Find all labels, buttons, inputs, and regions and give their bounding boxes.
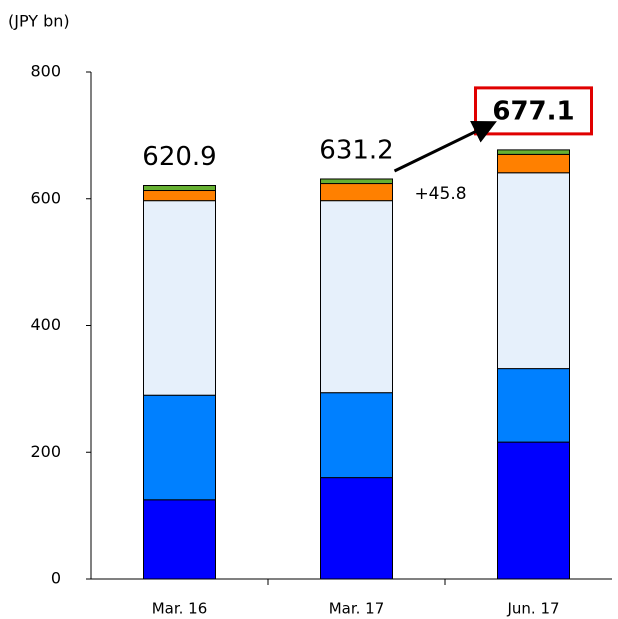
y-tick-label: 800 [30, 62, 61, 81]
x-tick-label: Mar. 17 [329, 600, 385, 618]
change-arrow [393, 120, 497, 173]
bar-segment [497, 149, 570, 155]
bar-segment [320, 392, 393, 479]
total-label: 677.1 [492, 96, 574, 126]
total-label: 620.9 [142, 142, 216, 172]
x-tick-label: Jun. 17 [506, 600, 559, 618]
bar-segment [143, 190, 216, 202]
bar-segment [143, 200, 216, 396]
bar-segment [143, 499, 216, 580]
bar-segment [143, 394, 216, 501]
bar-segment [497, 368, 570, 443]
bar-segment [497, 153, 570, 174]
x-tick-label: Mar. 16 [152, 600, 208, 618]
y-tick-label: 0 [51, 569, 61, 588]
bar-segment [497, 441, 570, 580]
bar-segment [320, 200, 393, 394]
y-tick-label: 600 [30, 188, 61, 207]
bar-segment [320, 477, 393, 580]
bar-segment [320, 178, 393, 185]
bar-segment [320, 183, 393, 202]
y-tick-label: 400 [30, 315, 61, 334]
y-tick-label: 200 [30, 442, 61, 461]
bar-segment [497, 172, 570, 370]
bar-segment [143, 185, 216, 192]
y-axis-label: (JPY bn) [8, 12, 70, 31]
total-label: 631.2 [319, 135, 393, 165]
change-label: +45.8 [414, 184, 466, 204]
